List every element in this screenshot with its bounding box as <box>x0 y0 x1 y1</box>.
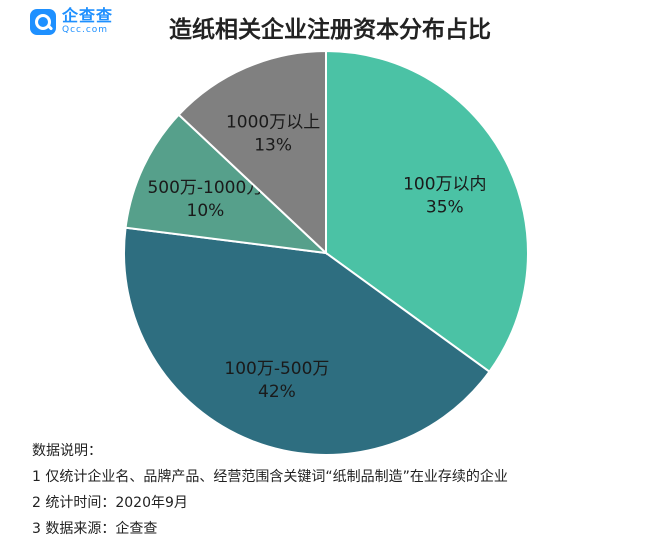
notes-heading: 数据说明： <box>32 443 102 459</box>
slice-value-4: 13% <box>254 136 292 156</box>
pie-slice-4 <box>177 49 327 256</box>
slice-label-1: 100万以内 <box>403 175 486 195</box>
note-line-3: 3 数据来源：企查查 <box>32 521 158 537</box>
data-notes: 数据说明： 1 仅统计企业名、品牌产品、经营范围含关键词“纸制品制造”在业存续的… <box>32 438 508 542</box>
slice-value-2: 42% <box>258 382 296 402</box>
note-line-1: 1 仅统计企业名、品牌产品、经营范围含关键词“纸制品制造”在业存续的企业 <box>32 469 508 485</box>
chart-title: 造纸相关企业注册资本分布占比 <box>169 17 491 43</box>
brand-name-en: Qcc.com <box>62 25 109 35</box>
slice-label-4: 1000万以上 <box>226 113 320 133</box>
brand-logo: 企查查 Qcc.com <box>30 8 113 35</box>
slice-label-2: 100万-500万 <box>224 359 329 379</box>
brand-name-cn: 企查查 <box>62 6 114 25</box>
qcc-logo-icon <box>30 8 56 35</box>
note-line-2: 2 统计时间：2020年9月 <box>32 495 188 511</box>
brand-text: 企查查 Qcc.com <box>62 8 113 35</box>
pie-slice-1 <box>325 49 529 374</box>
pie-slice-3 <box>124 113 329 255</box>
slice-label-3: 500万-1000万 <box>147 178 263 198</box>
slice-value-1: 35% <box>426 198 464 218</box>
pie-slice-2 <box>123 226 491 456</box>
slice-value-3: 10% <box>187 201 225 221</box>
